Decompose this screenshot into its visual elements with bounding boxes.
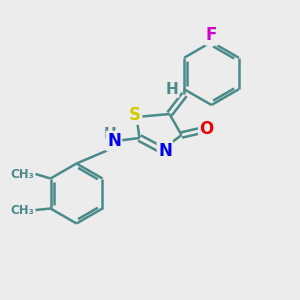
Text: O: O [199, 120, 214, 138]
Text: CH₃: CH₃ [10, 203, 34, 217]
Text: H: H [166, 82, 178, 97]
Text: S: S [129, 106, 141, 124]
Text: N: N [107, 132, 121, 150]
Text: H: H [104, 127, 116, 142]
Text: F: F [206, 26, 217, 44]
Text: N: N [158, 142, 172, 160]
Text: CH₃: CH₃ [10, 167, 34, 181]
